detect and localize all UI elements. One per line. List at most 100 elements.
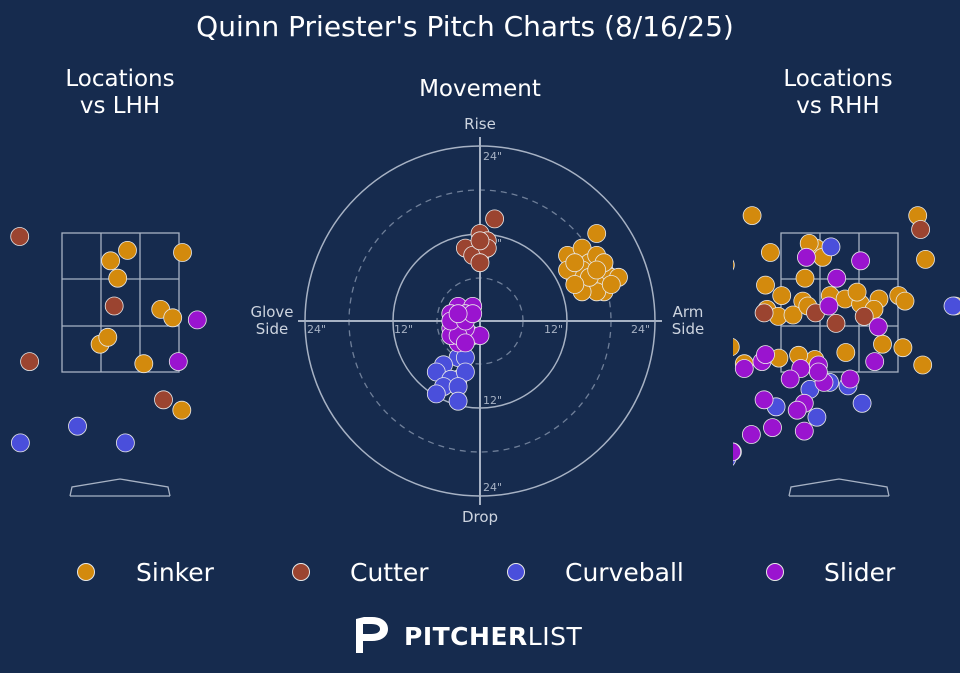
pitcherlist-brand: PITCHERLIST: [352, 613, 592, 657]
lhh-title-text: Locations vs LHH: [65, 66, 175, 119]
legend-label-slider: Slider: [824, 558, 896, 587]
movement-sinker-point: [601, 275, 621, 294]
movement-tick-label: 24": [483, 150, 502, 163]
lhh-sinker-point: [172, 400, 192, 420]
rhh-slider-point: [780, 369, 800, 389]
rhh-slider-point: [763, 418, 782, 438]
rhh-sinker-point: [895, 291, 915, 311]
brand-text-light: LIST: [527, 622, 583, 651]
rhh-slider-point: [819, 296, 839, 316]
movement-tick-label: 24": [307, 323, 326, 336]
lhh-slider-point: [187, 310, 207, 330]
rhh-cutter-point: [754, 303, 774, 323]
rhh-slider-point: [756, 345, 775, 365]
lhh-curveball-point: [68, 416, 87, 436]
movement-cutter-point: [470, 253, 490, 273]
rhh-slider-point: [868, 317, 888, 337]
movement-tick-label: 24": [483, 481, 502, 494]
brand-text-bold: PITCHER: [404, 622, 528, 651]
movement-curveball-point: [448, 391, 468, 411]
movement-cutter-point: [485, 209, 505, 229]
rhh-slider-point: [865, 352, 885, 372]
rhh-slider-point: [787, 400, 807, 420]
lhh-sinker-point: [163, 308, 183, 328]
rhh-slider-point: [733, 442, 742, 462]
lhh-sinker-point: [98, 327, 118, 347]
lhh-cutter-point: [104, 296, 124, 316]
rhh-slider-point: [742, 425, 761, 444]
rhh-title-text: Locations vs RHH: [783, 66, 893, 119]
rhh-slider-point: [734, 359, 754, 378]
rhh-home-plate: [788, 478, 890, 497]
legend-marker-curveball: [507, 563, 525, 581]
rhh-sinker-point: [733, 259, 735, 271]
rhh-pitch-points: [693, 206, 960, 466]
rhh-slider-point: [693, 398, 711, 416]
rhh-sinker-point: [916, 249, 935, 269]
rhh-curveball-point: [807, 407, 827, 427]
movement-slider-point: [455, 333, 475, 353]
rhh-cutter-point: [854, 306, 874, 326]
movement-sinker-point: [565, 275, 585, 294]
movement-glove-side-label: Glove Side: [250, 303, 293, 338]
rhh-sinker-point: [836, 343, 856, 362]
movement-panel: Rise Drop Glove Side Arm Side 24" 12" 12" …: [250, 115, 704, 526]
rhh-slider-point: [754, 390, 774, 410]
rhh-sinker-point: [733, 337, 740, 357]
rhh-sinker-point: [847, 282, 867, 302]
rhh-slider-point: [794, 421, 814, 441]
lhh-cutter-point: [154, 390, 173, 410]
lhh-sinker-point: [108, 268, 128, 288]
lhh-home-plate: [69, 478, 171, 497]
movement-tick-label: 24": [631, 323, 650, 336]
rhh-slider-point: [809, 362, 828, 382]
movement-arm-side-label: Arm Side: [672, 303, 704, 338]
movement-curveball-point: [426, 384, 446, 404]
movement-tick-label: 12": [394, 323, 413, 336]
rhh-panel-title: Locations vs RHH: [758, 66, 918, 120]
movement-title-text: Movement: [419, 76, 541, 102]
rhh-cutter-point: [911, 220, 930, 239]
rhh-curveball-point: [852, 393, 872, 413]
chart-title: Quinn Priester's Pitch Charts (8/16/25): [196, 10, 734, 43]
rhh-sinker-point: [742, 206, 762, 226]
rhh-slider-point: [702, 349, 720, 367]
movement-tick-label: 12": [544, 323, 563, 336]
legend-label-cutter: Cutter: [350, 558, 429, 587]
rhh-sinker-point: [756, 275, 775, 295]
movement-sinker-point: [587, 260, 607, 280]
movement-sinker-point: [565, 253, 585, 273]
movement-pitch-points: [426, 209, 628, 411]
legend-marker-cutter: [292, 563, 310, 581]
lhh-sinker-point: [134, 354, 154, 374]
movement-panel-title: Movement: [380, 76, 580, 103]
rhh-sinker-point: [761, 243, 780, 262]
lhh-curveball-point: [10, 433, 30, 453]
lhh-sinker-point: [101, 251, 120, 271]
lhh-slider-point: [168, 352, 188, 372]
legend-marker-slider: [766, 563, 784, 581]
rhh-slider-point: [827, 268, 847, 288]
lhh-curveball-point: [116, 433, 135, 453]
legend-label-curveball: Curveball: [565, 558, 684, 587]
lhh-strike-zone: [61, 232, 180, 373]
rhh-slider-point: [851, 251, 870, 271]
movement-rise-label: Rise: [464, 115, 496, 133]
rhh-sinker-point: [873, 334, 892, 354]
legend-label-sinker: Sinker: [136, 558, 214, 587]
lhh-panel-title: Locations vs LHH: [40, 66, 200, 120]
lhh-cutter-point: [20, 352, 40, 372]
pitcherlist-logo-icon: [356, 617, 388, 653]
rhh-sinker-point: [893, 338, 913, 358]
rhh-curveball-point: [821, 237, 841, 257]
movement-cutter-point: [470, 231, 490, 251]
lhh-sinker-point: [118, 240, 137, 260]
rhh-sinker-point: [795, 268, 815, 288]
rhh-curveball-point: [943, 296, 960, 316]
pitcherlist-wordmark: PITCHERLIST: [404, 622, 582, 651]
rhh-slider-point: [797, 247, 816, 267]
movement-sinker-point: [587, 224, 607, 243]
movement-drop-label: Drop: [462, 508, 498, 526]
movement-slider-point: [448, 304, 468, 324]
